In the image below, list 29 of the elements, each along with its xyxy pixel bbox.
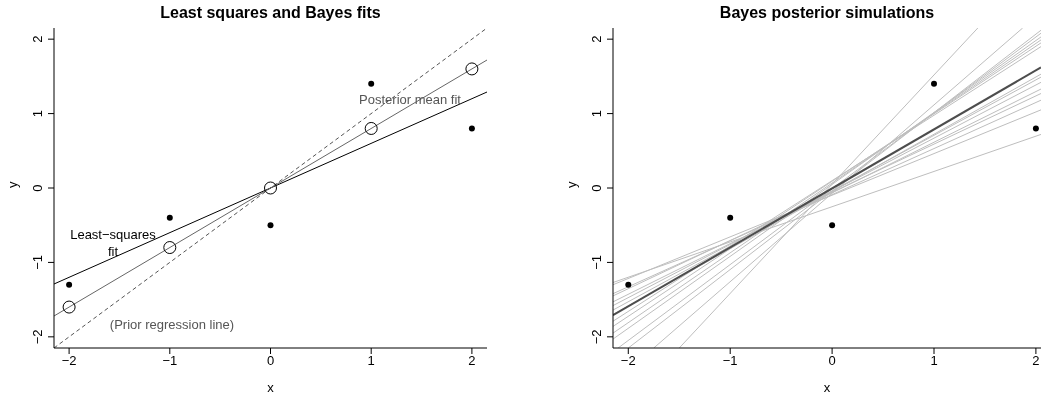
annotation: (Prior regression line) (109, 316, 235, 333)
y-tick-label: −2 (589, 329, 604, 345)
y-tick-label: 2 (30, 35, 45, 43)
y-tick-label: 2 (589, 35, 604, 43)
x-tick-label: −2 (61, 353, 77, 369)
x-tick-label: 2 (1032, 353, 1040, 369)
x-tick-label: 0 (266, 353, 275, 369)
x-tick-label: 0 (828, 353, 836, 369)
y-tick-label: −1 (589, 255, 604, 270)
y-tick-label: 0 (589, 184, 604, 192)
x-tick-label: 2 (468, 353, 476, 369)
x-tick-label: 1 (367, 353, 375, 369)
x-axis-title: x (267, 380, 275, 395)
x-axis-title: x (823, 380, 831, 395)
y-axis-title: y (4, 181, 20, 188)
chart-title: Least squares and Bayes fits (159, 4, 382, 22)
annotation: Posterior mean fit (359, 91, 461, 108)
y-tick-label: −1 (30, 255, 45, 270)
x-tick-label: −1 (162, 353, 178, 369)
chart-title: Bayes posterior simulations (718, 4, 936, 22)
y-tick-label: 1 (589, 109, 604, 118)
annotation: Least−squares fit (70, 226, 156, 260)
x-tick-label: 1 (930, 353, 938, 369)
y-tick-label: −2 (30, 329, 45, 345)
x-tick-label: −1 (722, 353, 738, 369)
y-tick-label: 1 (30, 109, 45, 118)
y-tick-label: 0 (30, 184, 45, 192)
x-tick-label: −2 (620, 353, 636, 369)
y-axis-title: y (563, 181, 579, 188)
